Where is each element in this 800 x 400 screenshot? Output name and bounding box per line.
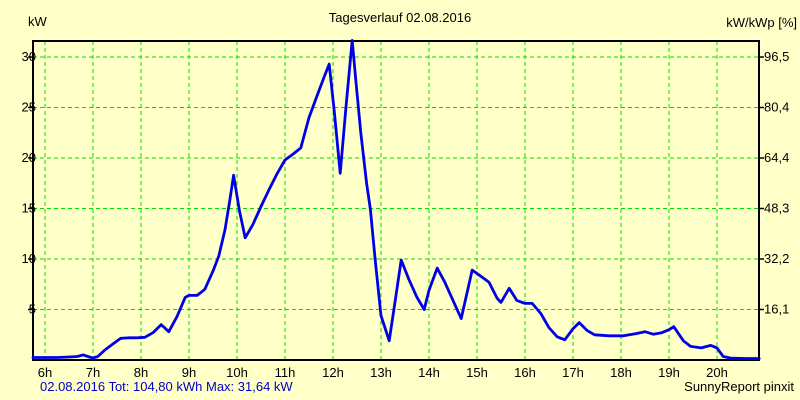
x-axis-tick-label: 8h xyxy=(134,365,148,380)
x-axis-tick-label: 13h xyxy=(370,365,392,380)
right-axis-unit-label: kW/kWp [%] xyxy=(726,15,797,30)
footer-summary-text: 02.08.2016 Tot: 104,80 kWh Max: 31,64 kW xyxy=(40,379,293,394)
x-axis-tick-label: 19h xyxy=(658,365,680,380)
power-curve xyxy=(31,39,761,360)
right-axis-tick-label: 32,2 xyxy=(764,251,789,266)
right-axis-tick-label: 96,5 xyxy=(764,49,789,64)
x-axis-tick-label: 9h xyxy=(182,365,196,380)
x-axis-tick-label: 7h xyxy=(86,365,100,380)
right-axis-tick-label: 80,4 xyxy=(764,100,789,115)
footer-branding-text: SunnyReport pinxit xyxy=(684,379,794,394)
x-axis-tick-label: 15h xyxy=(466,365,488,380)
x-axis-tick-label: 18h xyxy=(610,365,632,380)
x-axis-tick-label: 12h xyxy=(322,365,344,380)
x-axis-tick-label: 6h xyxy=(38,365,52,380)
x-axis-tick-label: 10h xyxy=(226,365,248,380)
x-axis-tick-label: 17h xyxy=(562,365,584,380)
right-axis-tick-label: 48,3 xyxy=(764,201,789,216)
right-axis-tick-label: 16,1 xyxy=(764,302,789,317)
plot-border xyxy=(32,40,760,361)
x-axis-tick-label: 16h xyxy=(514,365,536,380)
x-axis-tick-label: 11h xyxy=(275,365,296,380)
chart-title: Tagesverlauf 02.08.2016 xyxy=(328,10,472,25)
x-axis-tick-label: 14h xyxy=(418,365,440,380)
left-axis-unit-label: kW xyxy=(28,14,47,29)
x-axis-tick-label: 20h xyxy=(706,365,728,380)
right-axis-tick-label: 64,4 xyxy=(764,150,789,165)
